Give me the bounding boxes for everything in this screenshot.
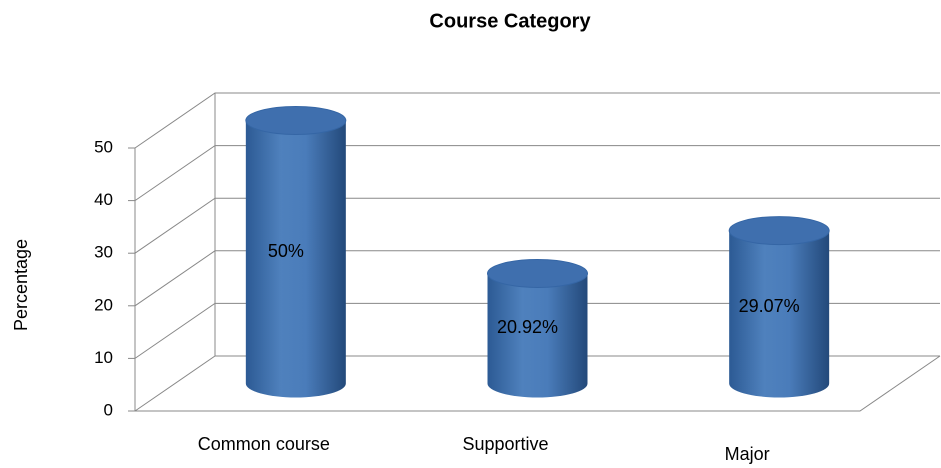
y-axis-title: Percentage [11, 239, 31, 331]
value-label: 50% [268, 241, 304, 261]
value-label: 29.07% [739, 296, 800, 316]
bar-top [487, 258, 588, 288]
y-tick-label: 50 [94, 137, 113, 156]
y-tick-label: 10 [94, 348, 113, 367]
x-tick-label: Major [725, 444, 770, 464]
grid-line [134, 355, 940, 412]
grid-line [134, 92, 940, 149]
bar [729, 230, 830, 398]
bar-top [728, 216, 830, 246]
floor-edge [135, 355, 941, 412]
grid-line [134, 250, 940, 307]
grid-line [134, 197, 940, 254]
bar [487, 273, 588, 398]
value-label: 20.92% [497, 317, 558, 337]
y-tick-label: 0 [104, 400, 113, 419]
chart-title: Course Category [429, 10, 591, 32]
grid-line [134, 145, 940, 202]
y-tick-label: 20 [94, 295, 113, 314]
x-tick-label: Common course [198, 434, 330, 454]
y-tick-label: 40 [94, 190, 113, 209]
bar [245, 120, 346, 398]
grid-line [134, 302, 940, 359]
bar-top [245, 106, 347, 135]
y-tick-label: 30 [94, 243, 113, 262]
x-tick-label: Supportive [462, 434, 548, 454]
